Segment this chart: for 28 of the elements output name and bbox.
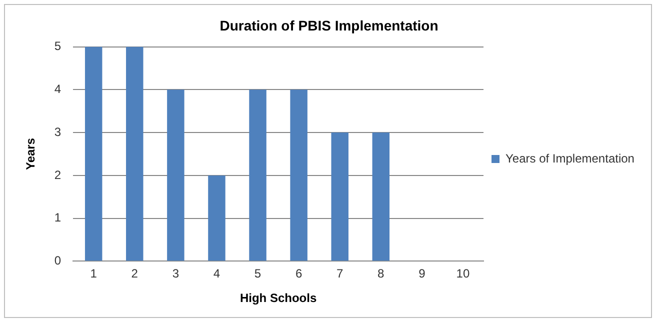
bar <box>372 132 390 261</box>
x-tick-label: 3 <box>172 266 180 281</box>
x-tick-label: 9 <box>418 266 426 281</box>
x-tick-label: 7 <box>336 266 344 281</box>
legend-label: Years of Implementation <box>506 151 634 166</box>
bar <box>290 90 308 261</box>
chart-title: Duration of PBIS Implementation <box>220 17 438 34</box>
x-tick-label: 2 <box>131 266 138 281</box>
bar <box>208 175 226 261</box>
y-tick-label: 2 <box>54 168 62 182</box>
y-tick-label: 5 <box>54 39 62 54</box>
y-tick-label: 4 <box>54 82 62 96</box>
bar <box>167 90 184 261</box>
y-axis-title: Years <box>24 138 38 170</box>
x-tick-label: 6 <box>295 266 302 281</box>
x-tick-label: 8 <box>378 266 385 281</box>
bar <box>331 132 348 261</box>
bar <box>249 90 266 261</box>
y-tick-label: 0 <box>54 254 62 268</box>
y-tick-label: 1 <box>54 210 62 225</box>
y-tick-label: 3 <box>54 124 62 139</box>
bar <box>126 46 144 261</box>
bar <box>84 46 102 261</box>
x-tick-label: 10 <box>456 266 470 281</box>
x-tick-label: 4 <box>213 266 220 281</box>
x-tick-label: 1 <box>90 266 98 281</box>
x-axis-title: High Schools <box>240 291 317 306</box>
x-tick-label: 5 <box>254 266 262 281</box>
